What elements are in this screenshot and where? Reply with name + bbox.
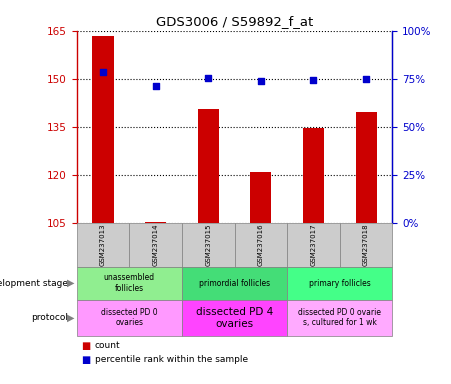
Bar [145,222,166,223]
Text: ■: ■ [81,355,91,365]
Text: GSM237014: GSM237014 [152,223,159,266]
Title: GDS3006 / S59892_f_at: GDS3006 / S59892_f_at [156,15,313,28]
Text: dissected PD 0
ovaries: dissected PD 0 ovaries [101,308,157,328]
Text: GSM237013: GSM237013 [100,223,106,266]
Point [363,76,370,82]
Bar [355,113,377,223]
Bar [250,172,272,223]
Text: primary follicles: primary follicles [309,279,371,288]
Text: primordial follicles: primordial follicles [199,279,270,288]
Point [152,83,159,89]
Point [205,74,212,81]
Text: GSM237016: GSM237016 [258,223,264,266]
Text: dissected PD 4
ovaries: dissected PD 4 ovaries [196,307,273,329]
Text: unassembled
follicles: unassembled follicles [104,273,155,293]
Text: dissected PD 0 ovarie
s, cultured for 1 wk: dissected PD 0 ovarie s, cultured for 1 … [298,308,381,328]
Text: percentile rank within the sample: percentile rank within the sample [95,355,248,364]
Text: GSM237017: GSM237017 [310,223,317,266]
Text: GSM237018: GSM237018 [363,223,369,266]
Text: count: count [95,341,120,349]
Text: ■: ■ [81,341,91,351]
Bar [92,36,114,223]
Text: ▶: ▶ [67,278,74,288]
Text: ▶: ▶ [67,313,74,323]
Bar [303,128,324,223]
Text: protocol: protocol [31,313,68,322]
Point [310,77,317,83]
Point [99,69,106,75]
Text: development stage: development stage [0,279,68,288]
Bar [198,109,219,223]
Point [257,78,264,84]
Text: GSM237015: GSM237015 [205,223,211,266]
